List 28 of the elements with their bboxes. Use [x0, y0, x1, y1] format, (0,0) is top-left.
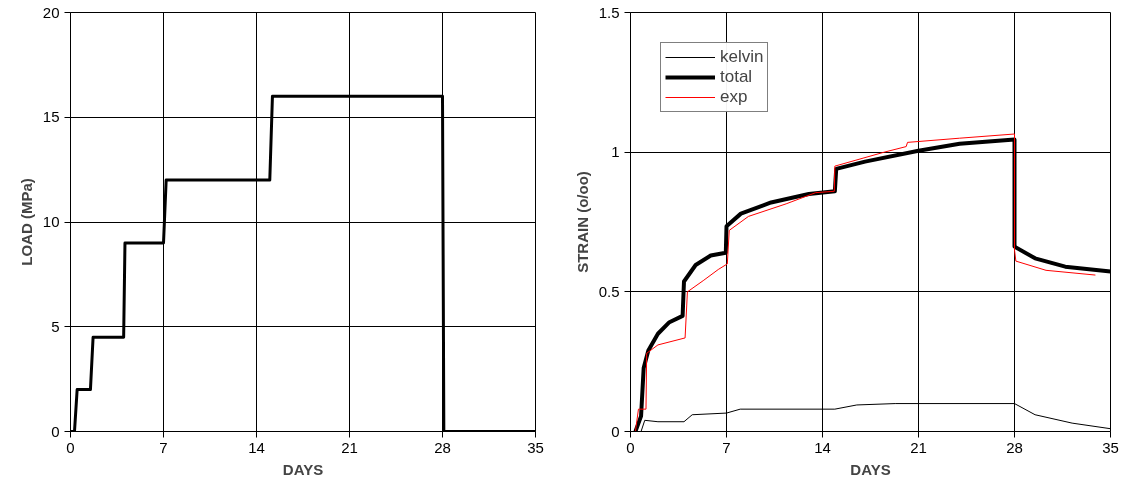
y-tick-label: 0 [611, 422, 620, 440]
legend-label: kelvin [720, 47, 764, 67]
legend-label: exp [720, 87, 748, 107]
y-tick-label: 1 [611, 143, 620, 161]
y-tick-label: 1.5 [598, 3, 620, 21]
legend-label: total [720, 67, 753, 87]
x-tick-label: 28 [1006, 438, 1023, 456]
x-tick-label: 0 [626, 438, 635, 456]
y-axis-title: STRAIN (o/oo) [573, 171, 591, 273]
x-tick-label: 14 [248, 438, 265, 456]
x-tick-label: 7 [159, 438, 168, 456]
y-tick-label: 5 [51, 317, 60, 335]
x-tick-label: 35 [1102, 438, 1119, 456]
y-tick-label: 10 [42, 213, 60, 230]
x-tick-label: 0 [66, 438, 75, 456]
x-tick-label: 35 [527, 438, 544, 456]
x-axis-title: DAYS [282, 460, 324, 478]
y-tick-label: 15 [42, 108, 60, 126]
x-tick-label: 21 [910, 438, 927, 456]
y-tick-label: 0.5 [598, 282, 620, 300]
y-tick-label: 20 [42, 3, 60, 21]
y-axis-title: LOAD (MPa) [17, 178, 35, 266]
x-tick-label: 14 [814, 438, 831, 456]
x-tick-label: 28 [434, 438, 451, 456]
y-tick-label: 0 [51, 422, 60, 440]
x-tick-label: 21 [341, 438, 358, 456]
x-axis-title: DAYS [850, 460, 891, 478]
x-tick-label: 7 [722, 438, 731, 456]
